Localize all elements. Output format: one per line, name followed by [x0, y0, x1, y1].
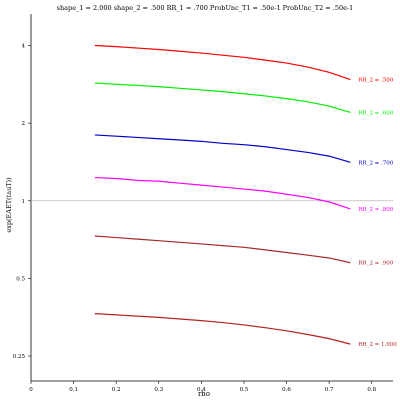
x-tick-label-3: 0.3: [154, 387, 163, 393]
x-tick-label-0: 0: [29, 387, 33, 393]
x-axis-label: rho: [198, 390, 210, 398]
y-tick-label-2: 1: [22, 199, 26, 205]
series-label-3: RR_2 = .800: [358, 207, 393, 213]
series-line-4: [94, 235, 351, 264]
x-tick-label-1: 0.1: [69, 387, 78, 393]
x-tick-label-5: 0.5: [240, 387, 249, 393]
x-tick-label-6: 0.6: [282, 387, 291, 393]
series-label-0: RR_2 = .500: [358, 78, 393, 84]
series-label-2: RR_2 = .700: [358, 160, 393, 166]
y-tick-label-0: 0.25: [13, 354, 26, 360]
x-tick-label-7: 0.7: [325, 387, 334, 393]
y-tick-label-4: 4: [22, 44, 26, 50]
series-line-3: [94, 176, 351, 210]
y-tick-label-1: 0.5: [16, 276, 25, 282]
x-tick-label-4: 0.4: [197, 387, 206, 393]
series-line-2: [94, 134, 351, 163]
series-labels: RR_2 = .500 RR_2 = .600 RR_2 = .700 RR_2 = …: [358, 78, 397, 349]
axes: 0 0.1 0.2 0.3 0.4 0.5 0.6 0.7 0.8 0.25 0.5 1 2 4: [13, 14, 393, 393]
series-label-1: RR_2 = .600: [358, 110, 393, 116]
series-label-4: RR_2 = .900: [358, 261, 393, 267]
series-label-5: RR_2 = 1.000: [358, 342, 397, 348]
series-line-5: [94, 313, 351, 345]
series-group: [94, 44, 351, 345]
series-line-1: [94, 82, 351, 114]
x-tick-label-2: 0.2: [112, 387, 121, 393]
y-axis-label: exp(EAET(tauT)): [5, 177, 13, 233]
y-tick-label-3: 2: [22, 121, 26, 127]
x-tick-label-8: 0.8: [367, 387, 376, 393]
series-line-0: [94, 44, 351, 81]
chart-title: shape_1 = 2.000 shape_2 = .500 RR_1 = .7…: [57, 4, 354, 12]
